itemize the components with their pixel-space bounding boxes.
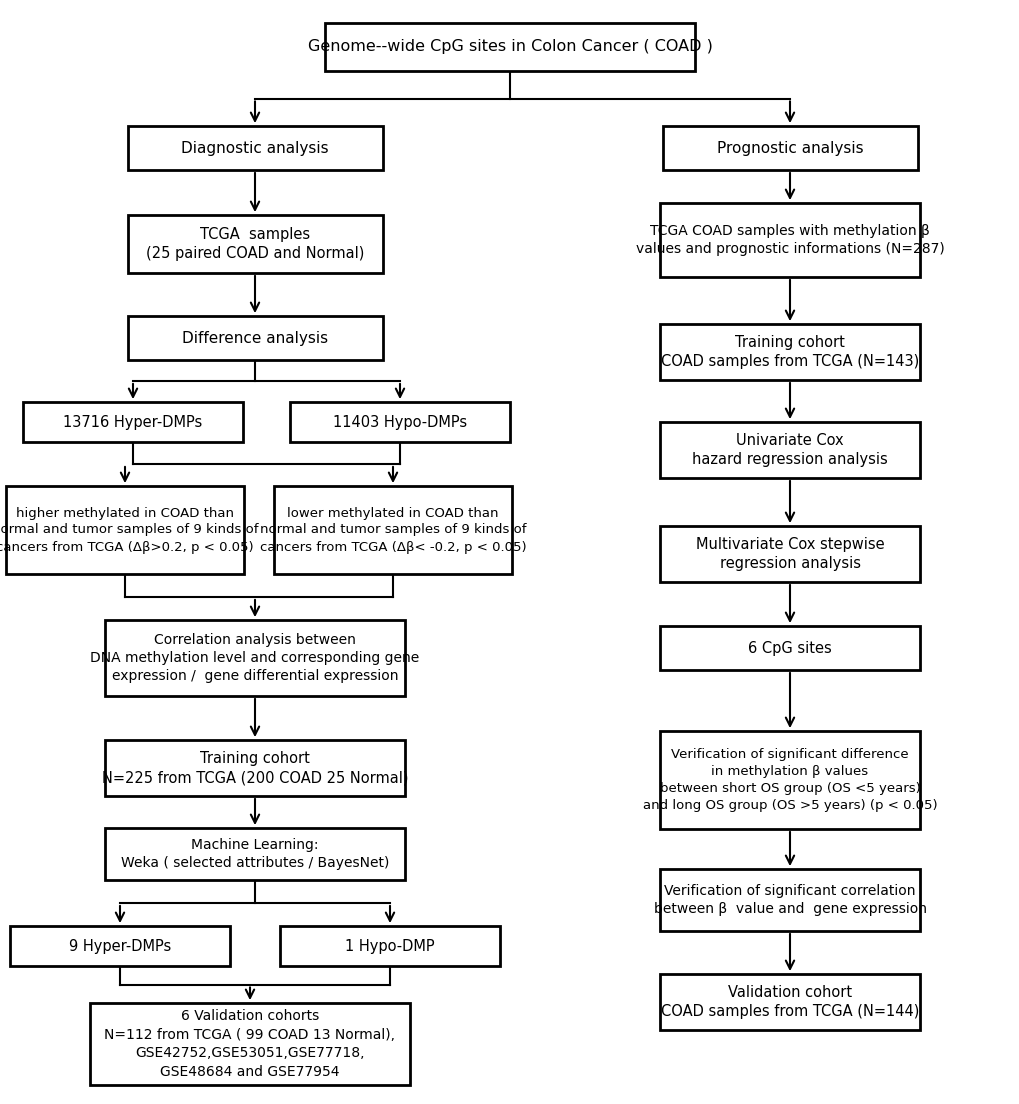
Text: 9 Hyper-DMPs: 9 Hyper-DMPs <box>69 938 171 954</box>
Text: Multivariate Cox stepwise
regression analysis: Multivariate Cox stepwise regression ana… <box>695 537 883 572</box>
FancyBboxPatch shape <box>659 422 919 478</box>
FancyBboxPatch shape <box>90 1004 410 1085</box>
Text: Training cohort
N=225 from TCGA (200 COAD 25 Normal): Training cohort N=225 from TCGA (200 COA… <box>102 751 408 785</box>
FancyBboxPatch shape <box>289 402 510 442</box>
Text: Univariate Cox
hazard regression analysis: Univariate Cox hazard regression analysi… <box>692 433 887 467</box>
Text: Genome--wide CpG sites in Colon Cancer ( COAD ): Genome--wide CpG sites in Colon Cancer (… <box>308 40 711 54</box>
FancyBboxPatch shape <box>105 620 405 696</box>
Text: 1 Hypo-DMP: 1 Hypo-DMP <box>344 938 434 954</box>
Text: Verification of significant correlation
between β  value and  gene expression: Verification of significant correlation … <box>653 884 925 916</box>
FancyBboxPatch shape <box>127 316 382 360</box>
FancyBboxPatch shape <box>662 126 917 170</box>
Text: higher methylated in COAD than
normal and tumor samples of 9 kinds of
cancers fr: higher methylated in COAD than normal an… <box>0 507 258 553</box>
Text: lower methylated in COAD than
normal and tumor samples of 9 kinds of
cancers fro: lower methylated in COAD than normal and… <box>260 507 526 553</box>
FancyBboxPatch shape <box>274 486 512 574</box>
FancyBboxPatch shape <box>325 23 694 71</box>
FancyBboxPatch shape <box>659 974 919 1030</box>
Text: 13716 Hyper-DMPs: 13716 Hyper-DMPs <box>63 414 203 429</box>
FancyBboxPatch shape <box>105 740 405 796</box>
Text: TCGA COAD samples with methylation β
values and prognostic informations (N=287): TCGA COAD samples with methylation β val… <box>635 224 944 256</box>
Text: Machine Learning:
Weka ( selected attributes / BayesNet): Machine Learning: Weka ( selected attrib… <box>120 838 389 870</box>
FancyBboxPatch shape <box>127 215 382 273</box>
Text: 11403 Hypo-DMPs: 11403 Hypo-DMPs <box>332 414 467 429</box>
Text: TCGA  samples
(25 paired COAD and Normal): TCGA samples (25 paired COAD and Normal) <box>146 226 364 262</box>
FancyBboxPatch shape <box>659 323 919 380</box>
FancyBboxPatch shape <box>105 828 405 880</box>
FancyBboxPatch shape <box>659 626 919 670</box>
Text: Verification of significant difference
in methylation β values
between short OS : Verification of significant difference i… <box>642 749 936 813</box>
FancyBboxPatch shape <box>659 731 919 829</box>
FancyBboxPatch shape <box>659 869 919 931</box>
Text: Training cohort
COAD samples from TCGA (N=143): Training cohort COAD samples from TCGA (… <box>660 335 918 370</box>
FancyBboxPatch shape <box>6 486 244 574</box>
Text: Validation cohort
COAD samples from TCGA (N=144): Validation cohort COAD samples from TCGA… <box>660 985 918 1019</box>
Text: 6 Validation cohorts
N=112 from TCGA ( 99 COAD 13 Normal),
GSE42752,GSE53051,GSE: 6 Validation cohorts N=112 from TCGA ( 9… <box>104 1009 395 1079</box>
Text: Diagnostic analysis: Diagnostic analysis <box>181 140 328 156</box>
FancyBboxPatch shape <box>23 402 243 442</box>
Text: Prognostic analysis: Prognostic analysis <box>716 140 862 156</box>
Text: 6 CpG sites: 6 CpG sites <box>747 640 832 656</box>
FancyBboxPatch shape <box>127 126 382 170</box>
Text: Correlation analysis between
DNA methylation level and corresponding gene
expres: Correlation analysis between DNA methyla… <box>91 633 419 683</box>
Text: Difference analysis: Difference analysis <box>181 330 328 346</box>
FancyBboxPatch shape <box>280 926 499 966</box>
FancyBboxPatch shape <box>659 203 919 277</box>
FancyBboxPatch shape <box>10 926 229 966</box>
FancyBboxPatch shape <box>659 526 919 582</box>
